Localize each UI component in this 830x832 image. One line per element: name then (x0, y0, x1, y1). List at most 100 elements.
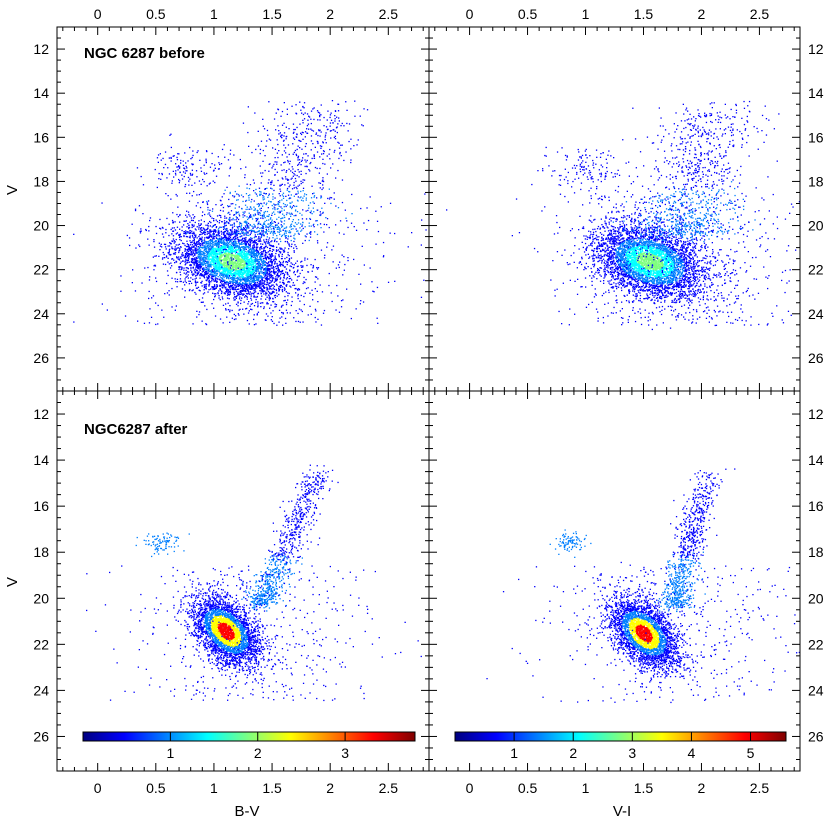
star-point (284, 147, 287, 149)
star-point (224, 235, 226, 237)
star-point (202, 256, 204, 258)
star-point (203, 286, 205, 289)
star-point (321, 153, 323, 155)
star-point (239, 236, 241, 238)
star-point (207, 263, 209, 265)
star-point (272, 245, 274, 248)
star-point (275, 280, 278, 282)
star-point (253, 291, 255, 293)
star-point (242, 268, 245, 270)
star-point (241, 293, 243, 295)
star-point (292, 267, 294, 269)
star-point (199, 249, 202, 251)
star-point (214, 248, 216, 250)
star-point (239, 296, 241, 298)
star-point (266, 140, 268, 142)
star-point (237, 278, 240, 280)
star-point (243, 268, 245, 270)
star-point (233, 284, 235, 286)
star-point (329, 130, 332, 132)
star-point (288, 163, 291, 165)
star-point (188, 250, 190, 253)
star-point (218, 238, 221, 241)
star-point (278, 216, 280, 218)
star-point (245, 166, 247, 168)
star-point (237, 271, 239, 273)
star-point (246, 254, 248, 256)
star-point (257, 275, 259, 277)
star-point (267, 291, 270, 293)
star-point (251, 225, 253, 227)
star-point (238, 242, 240, 244)
star-point (178, 267, 181, 269)
star-point (293, 128, 295, 131)
star-point (251, 208, 253, 210)
star-point (253, 276, 255, 278)
star-point (190, 258, 193, 260)
star-point (201, 227, 203, 229)
star-point (310, 140, 313, 142)
star-point (244, 176, 246, 179)
star-point (283, 275, 285, 277)
star-point (237, 232, 239, 235)
star-point (280, 135, 282, 137)
star-point (257, 311, 260, 313)
star-point (219, 219, 221, 222)
star-point (274, 255, 276, 257)
star-point (217, 168, 220, 170)
star-point (272, 198, 274, 200)
star-point (266, 219, 268, 222)
star-point (194, 236, 196, 239)
star-point (245, 243, 248, 245)
star-point (257, 305, 259, 307)
star-point (254, 262, 256, 264)
star-point (226, 297, 229, 299)
star-point (287, 236, 290, 238)
star-point (237, 273, 239, 275)
star-point (267, 215, 269, 217)
star-point (235, 269, 237, 271)
star-point (243, 228, 246, 230)
star-point (163, 243, 166, 245)
star-point (241, 255, 244, 257)
star-point (240, 271, 242, 273)
star-point (253, 265, 255, 267)
star-point (259, 271, 261, 273)
star-point (266, 286, 268, 288)
star-point (288, 258, 291, 261)
star-point (227, 277, 230, 279)
star-point (290, 228, 292, 230)
star-point (215, 257, 218, 259)
star-point (252, 263, 254, 265)
star-point (304, 136, 306, 138)
star-point (195, 287, 198, 289)
star-point (221, 296, 223, 298)
star-point (305, 194, 308, 196)
star-point (305, 172, 307, 175)
star-point (224, 254, 227, 256)
star-point (195, 251, 197, 253)
star-point (309, 202, 312, 204)
star-point (247, 269, 250, 271)
star-point (211, 245, 213, 247)
star-point (189, 248, 192, 250)
star-point (231, 246, 233, 248)
star-point (268, 274, 270, 276)
star-point (250, 254, 252, 256)
star-point (212, 250, 215, 252)
star-point (256, 287, 258, 289)
star-point (237, 227, 239, 229)
star-point (250, 297, 252, 299)
star-point (275, 276, 277, 278)
star-point (253, 247, 255, 249)
star-point (300, 199, 303, 201)
star-point (252, 259, 254, 261)
star-point (203, 242, 205, 245)
star-point (201, 240, 203, 242)
star-point (271, 212, 273, 214)
star-point (251, 252, 253, 254)
star-point (221, 253, 223, 255)
star-point (212, 230, 215, 233)
star-point (206, 237, 209, 239)
star-point (252, 275, 254, 278)
